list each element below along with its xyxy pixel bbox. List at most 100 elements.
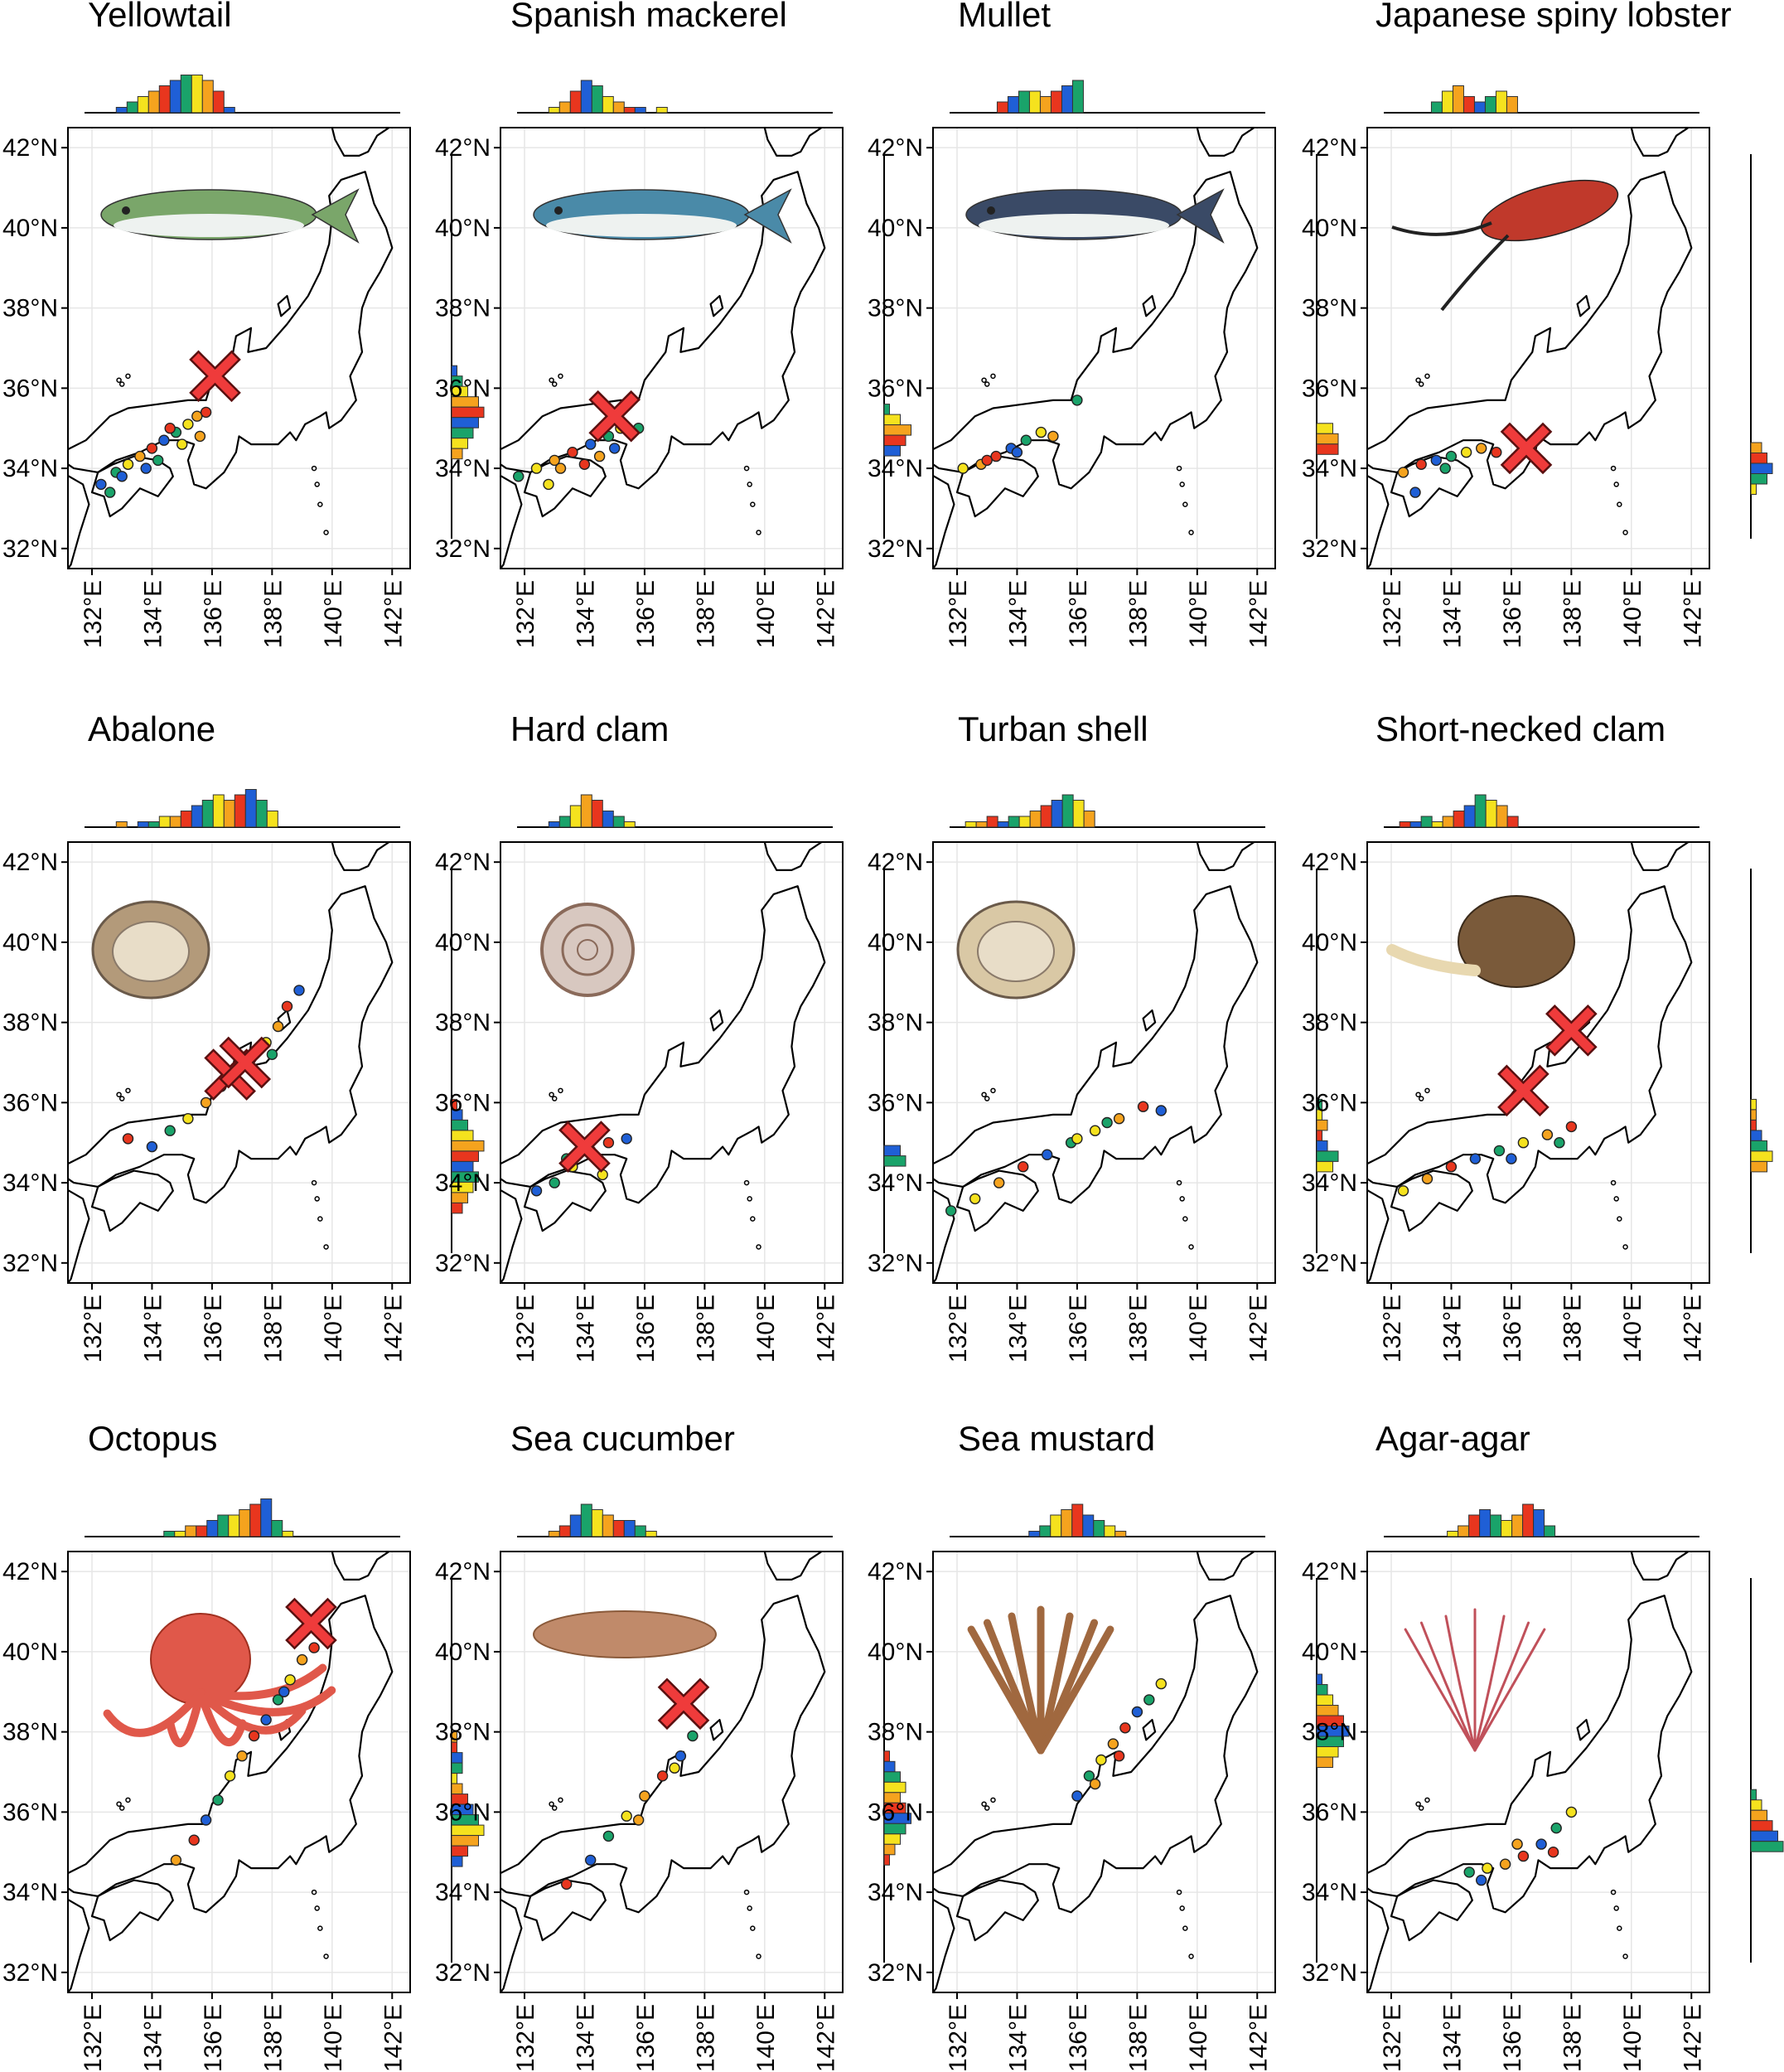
map-frame [932, 1551, 1276, 1993]
coastline-sado [1576, 1719, 1591, 1741]
site-point [212, 1794, 224, 1806]
lon-tick-label: 138°E [259, 2004, 287, 2072]
lon-tick-label: 142°E [1679, 580, 1706, 648]
site-point [191, 410, 203, 422]
site-point [1554, 1136, 1565, 1149]
top-hist-bar [591, 800, 603, 828]
map-background [1367, 1552, 1709, 1992]
islet [118, 1805, 125, 1811]
side-hist-bar [451, 1150, 479, 1162]
site-point [1475, 443, 1487, 454]
map-frame [1366, 1551, 1710, 1993]
top-hist-bar [1050, 1514, 1062, 1537]
panel-title: Agar-agar [1375, 1419, 1530, 1458]
lat-tick-label: 38°N [2, 295, 58, 322]
top-hist-bar [137, 96, 149, 114]
top-hist-bar [580, 1503, 592, 1537]
lon-tick-label: 138°E [259, 580, 287, 648]
lon-tick-label: 142°E [812, 1295, 839, 1363]
lon-tick-label: 136°E [1065, 2004, 1092, 2072]
lat-tick-label: 32°N [1302, 535, 1357, 563]
coastline-hokkaido [1630, 128, 1690, 157]
islet [549, 1092, 554, 1097]
release-site-cross [660, 1681, 707, 1727]
lon-tick-label: 132°E [80, 2004, 107, 2072]
map-frame [500, 841, 844, 1284]
lon-tick-label: 136°E [200, 580, 227, 648]
islet [551, 381, 558, 387]
side-hist-bar [1750, 1119, 1757, 1131]
site-point [1506, 1153, 1517, 1164]
coastline-sado [1142, 295, 1157, 317]
lon-tick-label: 140°E [1185, 1295, 1212, 1363]
islet [1424, 373, 1430, 380]
side-hist-bar [1750, 462, 1773, 474]
lon-tick-label: 142°E [812, 580, 839, 648]
site-point [1113, 1112, 1125, 1125]
panel-short-necked-clam: Short-necked clam 132°E 134°E 136°E 138°E 140… [1302, 709, 1773, 1363]
top-hist-bar [975, 821, 988, 828]
lon-tick-label: 132°E [80, 580, 107, 648]
top-hist-bar [569, 90, 582, 114]
panel-title: Japanese spiny lobster [1375, 0, 1732, 34]
lat-tick-label: 40°N [435, 215, 491, 242]
top-hist-bar [1083, 811, 1095, 828]
lon-tick-label: 138°E [1124, 2004, 1152, 2072]
lat-tick-label: 32°N [2, 1250, 58, 1277]
lat-tick-label: 32°N [435, 1250, 491, 1277]
coastline-hokkaido [1196, 128, 1255, 157]
lat-tick-label: 34°N [435, 1879, 491, 1906]
lon-tick-label: 132°E [1379, 580, 1406, 648]
lon-tick-label: 136°E [200, 2004, 227, 2072]
side-hist-bar [883, 1843, 896, 1856]
islet [311, 1889, 317, 1895]
islet [1613, 1196, 1619, 1202]
site-point [1460, 447, 1472, 458]
lat-tick-label: 42°N [2, 849, 58, 876]
site-point [200, 406, 212, 419]
site-point [1547, 1846, 1559, 1858]
site-point [990, 450, 1002, 462]
coastline-honshu [1367, 885, 1693, 1204]
lat-tick-label: 36°N [435, 375, 491, 402]
site-point [1475, 1874, 1487, 1886]
site-point [182, 419, 194, 430]
islet [323, 1244, 329, 1250]
islet [756, 530, 761, 535]
site-point [1535, 1838, 1547, 1850]
site-point [1155, 1105, 1168, 1116]
site-point [578, 458, 591, 470]
top-hist-bar [1441, 90, 1453, 114]
panel-title: Short-necked clam [1375, 709, 1666, 748]
site-point [308, 1642, 320, 1653]
site-point [981, 454, 993, 467]
islet [1188, 530, 1194, 535]
lat-tick-label: 36°N [2, 1798, 58, 1826]
top-hist-bar [1028, 90, 1041, 114]
lat-tick-label: 34°N [435, 1169, 491, 1197]
side-hist-bar [883, 434, 907, 447]
site-point [1430, 454, 1443, 467]
lat-tick-label: 36°N [868, 1798, 923, 1826]
lon-tick-label: 132°E [80, 1295, 107, 1363]
site-point [1020, 434, 1032, 446]
side-hist-bar [451, 427, 474, 439]
map-frame [932, 127, 1276, 569]
coastline-kyushu [1367, 474, 1390, 569]
islet [990, 373, 996, 380]
top-hist-bar [1071, 80, 1084, 114]
lat-tick-label: 38°N [2, 1009, 58, 1037]
release-site-cross [591, 393, 638, 439]
lon-tick-label: 136°E [200, 1295, 227, 1363]
side-hist-bar [451, 1773, 457, 1784]
side-hist-bar [883, 445, 901, 457]
release-site-cross [288, 1600, 335, 1647]
side-hist-bar [1316, 1684, 1328, 1696]
lat-tick-label: 32°N [2, 535, 58, 563]
top-hist-bar [580, 80, 592, 114]
lat-tick-label: 38°N [1302, 1009, 1357, 1037]
islet [551, 1805, 558, 1811]
top-hist-bar [1453, 811, 1465, 828]
lat-tick-label: 36°N [1302, 1798, 1357, 1826]
site-point [1517, 1136, 1530, 1149]
